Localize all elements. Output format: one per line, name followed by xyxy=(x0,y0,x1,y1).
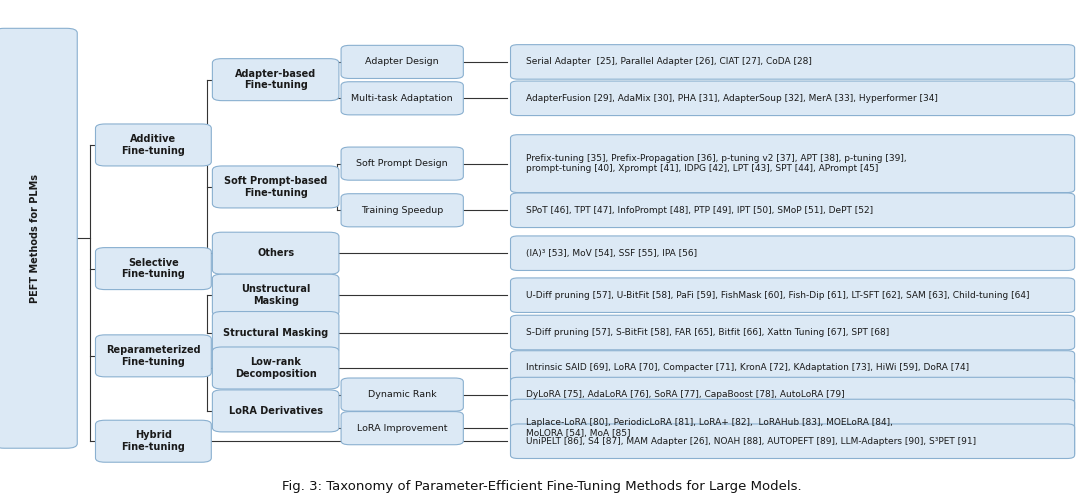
FancyBboxPatch shape xyxy=(95,420,212,462)
FancyBboxPatch shape xyxy=(511,135,1075,193)
Text: Serial Adapter  [25], Parallel Adapter [26], CIAT [27], CoDA [28]: Serial Adapter [25], Parallel Adapter [2… xyxy=(526,57,811,66)
Text: Fig. 3: Taxonomy of Parameter-Efficient Fine-Tuning Methods for Large Models.: Fig. 3: Taxonomy of Parameter-Efficient … xyxy=(282,480,801,493)
FancyBboxPatch shape xyxy=(511,236,1075,270)
FancyBboxPatch shape xyxy=(341,45,463,78)
FancyBboxPatch shape xyxy=(213,232,339,274)
FancyBboxPatch shape xyxy=(341,194,463,227)
Text: Prefix-tuning [35], Prefix-Propagation [36], p-tuning v2 [37], APT [38], p-tunin: Prefix-tuning [35], Prefix-Propagation [… xyxy=(526,154,906,173)
FancyBboxPatch shape xyxy=(95,124,212,166)
FancyBboxPatch shape xyxy=(213,59,339,101)
Text: Adapter Design: Adapter Design xyxy=(365,57,438,66)
FancyBboxPatch shape xyxy=(341,378,463,411)
FancyBboxPatch shape xyxy=(0,28,78,448)
Text: Others: Others xyxy=(257,248,294,258)
FancyBboxPatch shape xyxy=(213,390,339,432)
Text: Training Speedup: Training Speedup xyxy=(361,206,443,215)
FancyBboxPatch shape xyxy=(213,311,339,353)
Text: PEFT Methods for PLMs: PEFT Methods for PLMs xyxy=(30,174,40,303)
Text: Soft Prompt-based
Fine-tuning: Soft Prompt-based Fine-tuning xyxy=(224,176,327,198)
Text: Reparameterized
Fine-tuning: Reparameterized Fine-tuning xyxy=(106,345,201,367)
Text: LoRA Derivatives: LoRA Derivatives xyxy=(229,406,323,416)
Text: Hybrid
Fine-tuning: Hybrid Fine-tuning xyxy=(121,431,186,452)
FancyBboxPatch shape xyxy=(213,166,339,208)
FancyBboxPatch shape xyxy=(511,44,1075,79)
Text: Multi-task Adaptation: Multi-task Adaptation xyxy=(351,94,453,103)
Text: Additive
Fine-tuning: Additive Fine-tuning xyxy=(121,134,186,156)
FancyBboxPatch shape xyxy=(511,315,1075,350)
FancyBboxPatch shape xyxy=(341,147,463,180)
FancyBboxPatch shape xyxy=(511,278,1075,312)
Text: UniPELT [86], S4 [87], MAM Adapter [26], NOAH [88], AUTOPEFT [89], LLM-Adapters : UniPELT [86], S4 [87], MAM Adapter [26],… xyxy=(526,437,975,446)
Text: Soft Prompt Design: Soft Prompt Design xyxy=(356,159,448,168)
Text: LoRA Improvement: LoRA Improvement xyxy=(357,424,447,433)
Text: Laplace-LoRA [80], PeriodicLoRA [81], LoRA+ [82],  LoRAHub [83], MOELoRA [84],
M: Laplace-LoRA [80], PeriodicLoRA [81], Lo… xyxy=(526,419,892,438)
Text: AdapterFusion [29], AdaMix [30], PHA [31], AdapterSoup [32], MerA [33], Hyperfor: AdapterFusion [29], AdaMix [30], PHA [31… xyxy=(526,94,937,103)
Text: Dynamic Rank: Dynamic Rank xyxy=(368,390,436,399)
Text: Intrinsic SAID [69], LoRA [70], Compacter [71], KronA [72], KAdaptation [73], Hi: Intrinsic SAID [69], LoRA [70], Compacte… xyxy=(526,363,969,372)
FancyBboxPatch shape xyxy=(213,347,339,389)
FancyBboxPatch shape xyxy=(213,274,339,316)
FancyBboxPatch shape xyxy=(95,335,212,377)
Text: (IA)³ [53], MoV [54], SSF [55], IPA [56]: (IA)³ [53], MoV [54], SSF [55], IPA [56] xyxy=(526,249,697,257)
FancyBboxPatch shape xyxy=(511,399,1075,457)
Text: Structural Masking: Structural Masking xyxy=(224,327,328,337)
Text: U-Diff pruning [57], U-BitFit [58], PaFi [59], FishMask [60], Fish-Dip [61], LT-: U-Diff pruning [57], U-BitFit [58], PaFi… xyxy=(526,291,1029,300)
FancyBboxPatch shape xyxy=(511,377,1075,412)
FancyBboxPatch shape xyxy=(511,424,1075,459)
FancyBboxPatch shape xyxy=(341,82,463,115)
Text: Low-rank
Decomposition: Low-rank Decomposition xyxy=(234,357,316,379)
FancyBboxPatch shape xyxy=(95,248,212,289)
Text: SPoT [46], TPT [47], InfoPrompt [48], PTP [49], IPT [50], SMoP [51], DePT [52]: SPoT [46], TPT [47], InfoPrompt [48], PT… xyxy=(526,206,873,215)
Text: Unstructural
Masking: Unstructural Masking xyxy=(241,284,310,306)
FancyBboxPatch shape xyxy=(341,412,463,445)
FancyBboxPatch shape xyxy=(511,193,1075,228)
FancyBboxPatch shape xyxy=(511,351,1075,385)
Text: S-Diff pruning [57], S-BitFit [58], FAR [65], Bitfit [66], Xattn Tuning [67], SP: S-Diff pruning [57], S-BitFit [58], FAR … xyxy=(526,328,889,337)
FancyBboxPatch shape xyxy=(511,81,1075,116)
Text: DyLoRA [75], AdaLoRA [76], SoRA [77], CapaBoost [78], AutoLoRA [79]: DyLoRA [75], AdaLoRA [76], SoRA [77], Ca… xyxy=(526,390,845,399)
Text: Selective
Fine-tuning: Selective Fine-tuning xyxy=(121,258,186,279)
Text: Adapter-based
Fine-tuning: Adapter-based Fine-tuning xyxy=(235,69,316,90)
